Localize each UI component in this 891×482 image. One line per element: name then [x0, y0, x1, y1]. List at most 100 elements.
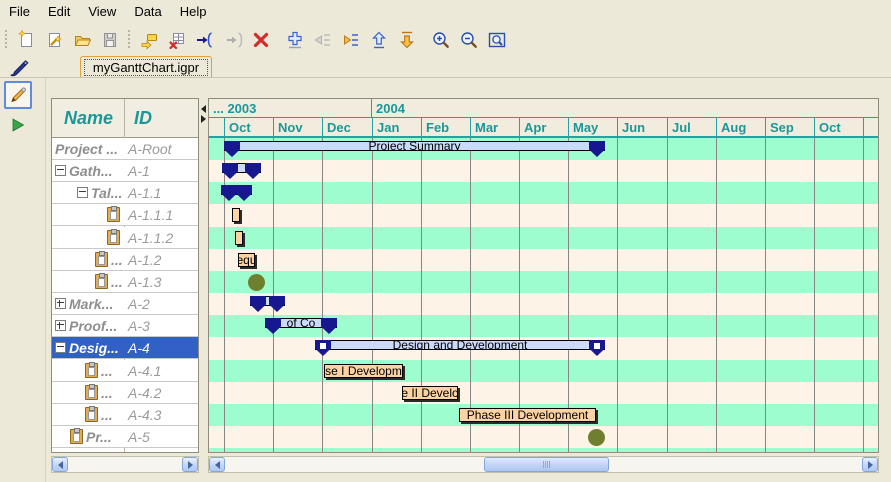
insert-row-button[interactable]: [282, 27, 308, 53]
summary-task-bar[interactable]: [250, 293, 285, 313]
task-bar[interactable]: se I Developm: [324, 364, 403, 378]
toolbar-grip[interactable]: [4, 29, 9, 50]
outdent-button[interactable]: [310, 27, 336, 53]
table-row[interactable]: A-1.1.2: [52, 227, 198, 249]
task-id: A-Root: [128, 140, 172, 157]
summary-task-bar[interactable]: of Co: [265, 315, 337, 335]
menu-help[interactable]: Help: [179, 4, 207, 19]
table-row[interactable]: Desig... A-4: [52, 337, 198, 359]
expand-icon[interactable]: [55, 320, 66, 331]
zoom-out-button[interactable]: [456, 27, 482, 53]
timescale-months: Oct Nov Dec Jan Feb Mar Apr May Jun Jul Aug Sep Oct: [209, 118, 878, 136]
save-file-button[interactable]: [97, 27, 123, 53]
chart-hscrollbar[interactable]: [208, 456, 879, 473]
insert-row-icon: [288, 31, 302, 48]
table-hscrollbar[interactable]: [51, 456, 199, 473]
summary-task-bar[interactable]: Design and Development: [315, 337, 605, 357]
table-row[interactable]: Proof... A-3: [52, 315, 198, 337]
task-bar-label: Phase III Development: [466, 408, 589, 422]
menu-data[interactable]: Data: [134, 4, 162, 19]
new-wizard-button[interactable]: [41, 27, 67, 53]
task-bar[interactable]: e II Develo: [402, 386, 458, 400]
task-id: A-1: [128, 162, 150, 179]
insert-activity-button[interactable]: [136, 27, 162, 53]
table-row[interactable]: ... A-4.2: [52, 382, 198, 404]
activity-icon: [95, 273, 108, 289]
milestone-marker[interactable]: [248, 274, 265, 291]
delete-table-row-button[interactable]: [164, 27, 190, 53]
new-document-button[interactable]: [13, 27, 39, 53]
left-arrow-icon: [214, 460, 220, 469]
open-file-button[interactable]: [69, 27, 95, 53]
collapse-left-icon[interactable]: [201, 105, 206, 113]
remove-link-icon: [227, 31, 243, 48]
expand-icon[interactable]: [55, 298, 66, 309]
menu-file[interactable]: File: [9, 4, 30, 19]
menu-edit[interactable]: Edit: [47, 4, 71, 19]
name-cell: ...: [95, 249, 123, 270]
task-bar[interactable]: [235, 231, 243, 245]
table-row[interactable]: Pr... A-5: [52, 426, 198, 448]
task-id: A-2: [128, 295, 150, 312]
scroll-left-button[interactable]: [52, 457, 68, 472]
name-cell: ...: [85, 404, 113, 425]
activity-icon: [107, 229, 120, 245]
table-row[interactable]: ... A-4.3: [52, 404, 198, 426]
scroll-right-button[interactable]: [182, 457, 198, 472]
table-row[interactable]: ... A-1.3: [52, 271, 198, 293]
month-cell: Jun: [617, 118, 666, 136]
zoom-in-button[interactable]: [428, 27, 454, 53]
table-row[interactable]: ... A-1.2: [52, 249, 198, 271]
month-cell: Dec: [322, 118, 371, 136]
menu-view[interactable]: View: [88, 4, 117, 19]
scroll-left-button[interactable]: [209, 457, 225, 472]
left-arrow-icon: [57, 460, 63, 469]
task-bar[interactable]: [232, 208, 240, 222]
summary-task-bar[interactable]: [221, 182, 252, 202]
table-row[interactable]: Gath... A-1: [52, 160, 198, 182]
task-name: ...: [101, 406, 113, 423]
selection-handle: [594, 343, 600, 349]
pencil-tool-button[interactable]: [4, 81, 32, 109]
name-cell: [107, 227, 123, 248]
table-row[interactable]: ... A-4.1: [52, 360, 198, 382]
row-stripe: [209, 448, 878, 452]
toolbar-grip[interactable]: [127, 29, 132, 50]
scroll-thumb[interactable]: [484, 457, 609, 472]
summary-task-bar[interactable]: [222, 160, 261, 180]
move-down-button[interactable]: [394, 27, 420, 53]
tab-document[interactable]: myGanttChart.igpr: [80, 56, 212, 77]
name-cell: Proof...: [55, 315, 117, 336]
brush-icon[interactable]: [8, 57, 30, 77]
make-link-button[interactable]: [192, 27, 218, 53]
move-up-button[interactable]: [366, 27, 392, 53]
task-bar[interactable]: Phase III Development: [459, 408, 596, 422]
summary-start-cap: [221, 185, 237, 201]
table-row[interactable]: A-1.1.1: [52, 204, 198, 226]
task-bar[interactable]: equ: [238, 253, 255, 267]
collapse-right-icon[interactable]: [201, 115, 206, 123]
collapse-icon[interactable]: [55, 342, 66, 353]
play-icon[interactable]: [8, 116, 30, 136]
task-id: A-1.1.2: [128, 229, 174, 246]
table-row[interactable]: Project ... A-Root: [52, 138, 198, 160]
scroll-right-button[interactable]: [862, 457, 878, 472]
timescale-header: ... 2003 2004 Oct Nov Dec Jan Feb Mar Apr May Jun…: [209, 99, 878, 138]
delete-button[interactable]: [248, 27, 274, 53]
split-pane-divider[interactable]: [199, 98, 208, 453]
collapse-icon[interactable]: [55, 165, 66, 176]
collapse-icon[interactable]: [77, 187, 88, 198]
indent-button[interactable]: [338, 27, 364, 53]
right-arrow-icon: [187, 460, 193, 469]
table-row[interactable]: Mark... A-2: [52, 293, 198, 315]
summary-start-cap: [222, 163, 238, 179]
table-row[interactable]: Tal... A-1.1: [52, 182, 198, 204]
zoom-fit-button[interactable]: [484, 27, 510, 53]
name-cell: Pr...: [70, 426, 112, 447]
summary-task-bar[interactable]: Project Summary: [224, 138, 605, 158]
indent-icon: [344, 33, 358, 46]
menu-bar: File Edit View Data Help: [0, 0, 891, 24]
summary-start-cap: [315, 340, 331, 356]
milestone-marker[interactable]: [588, 429, 605, 446]
remove-link-button[interactable]: [220, 27, 246, 53]
